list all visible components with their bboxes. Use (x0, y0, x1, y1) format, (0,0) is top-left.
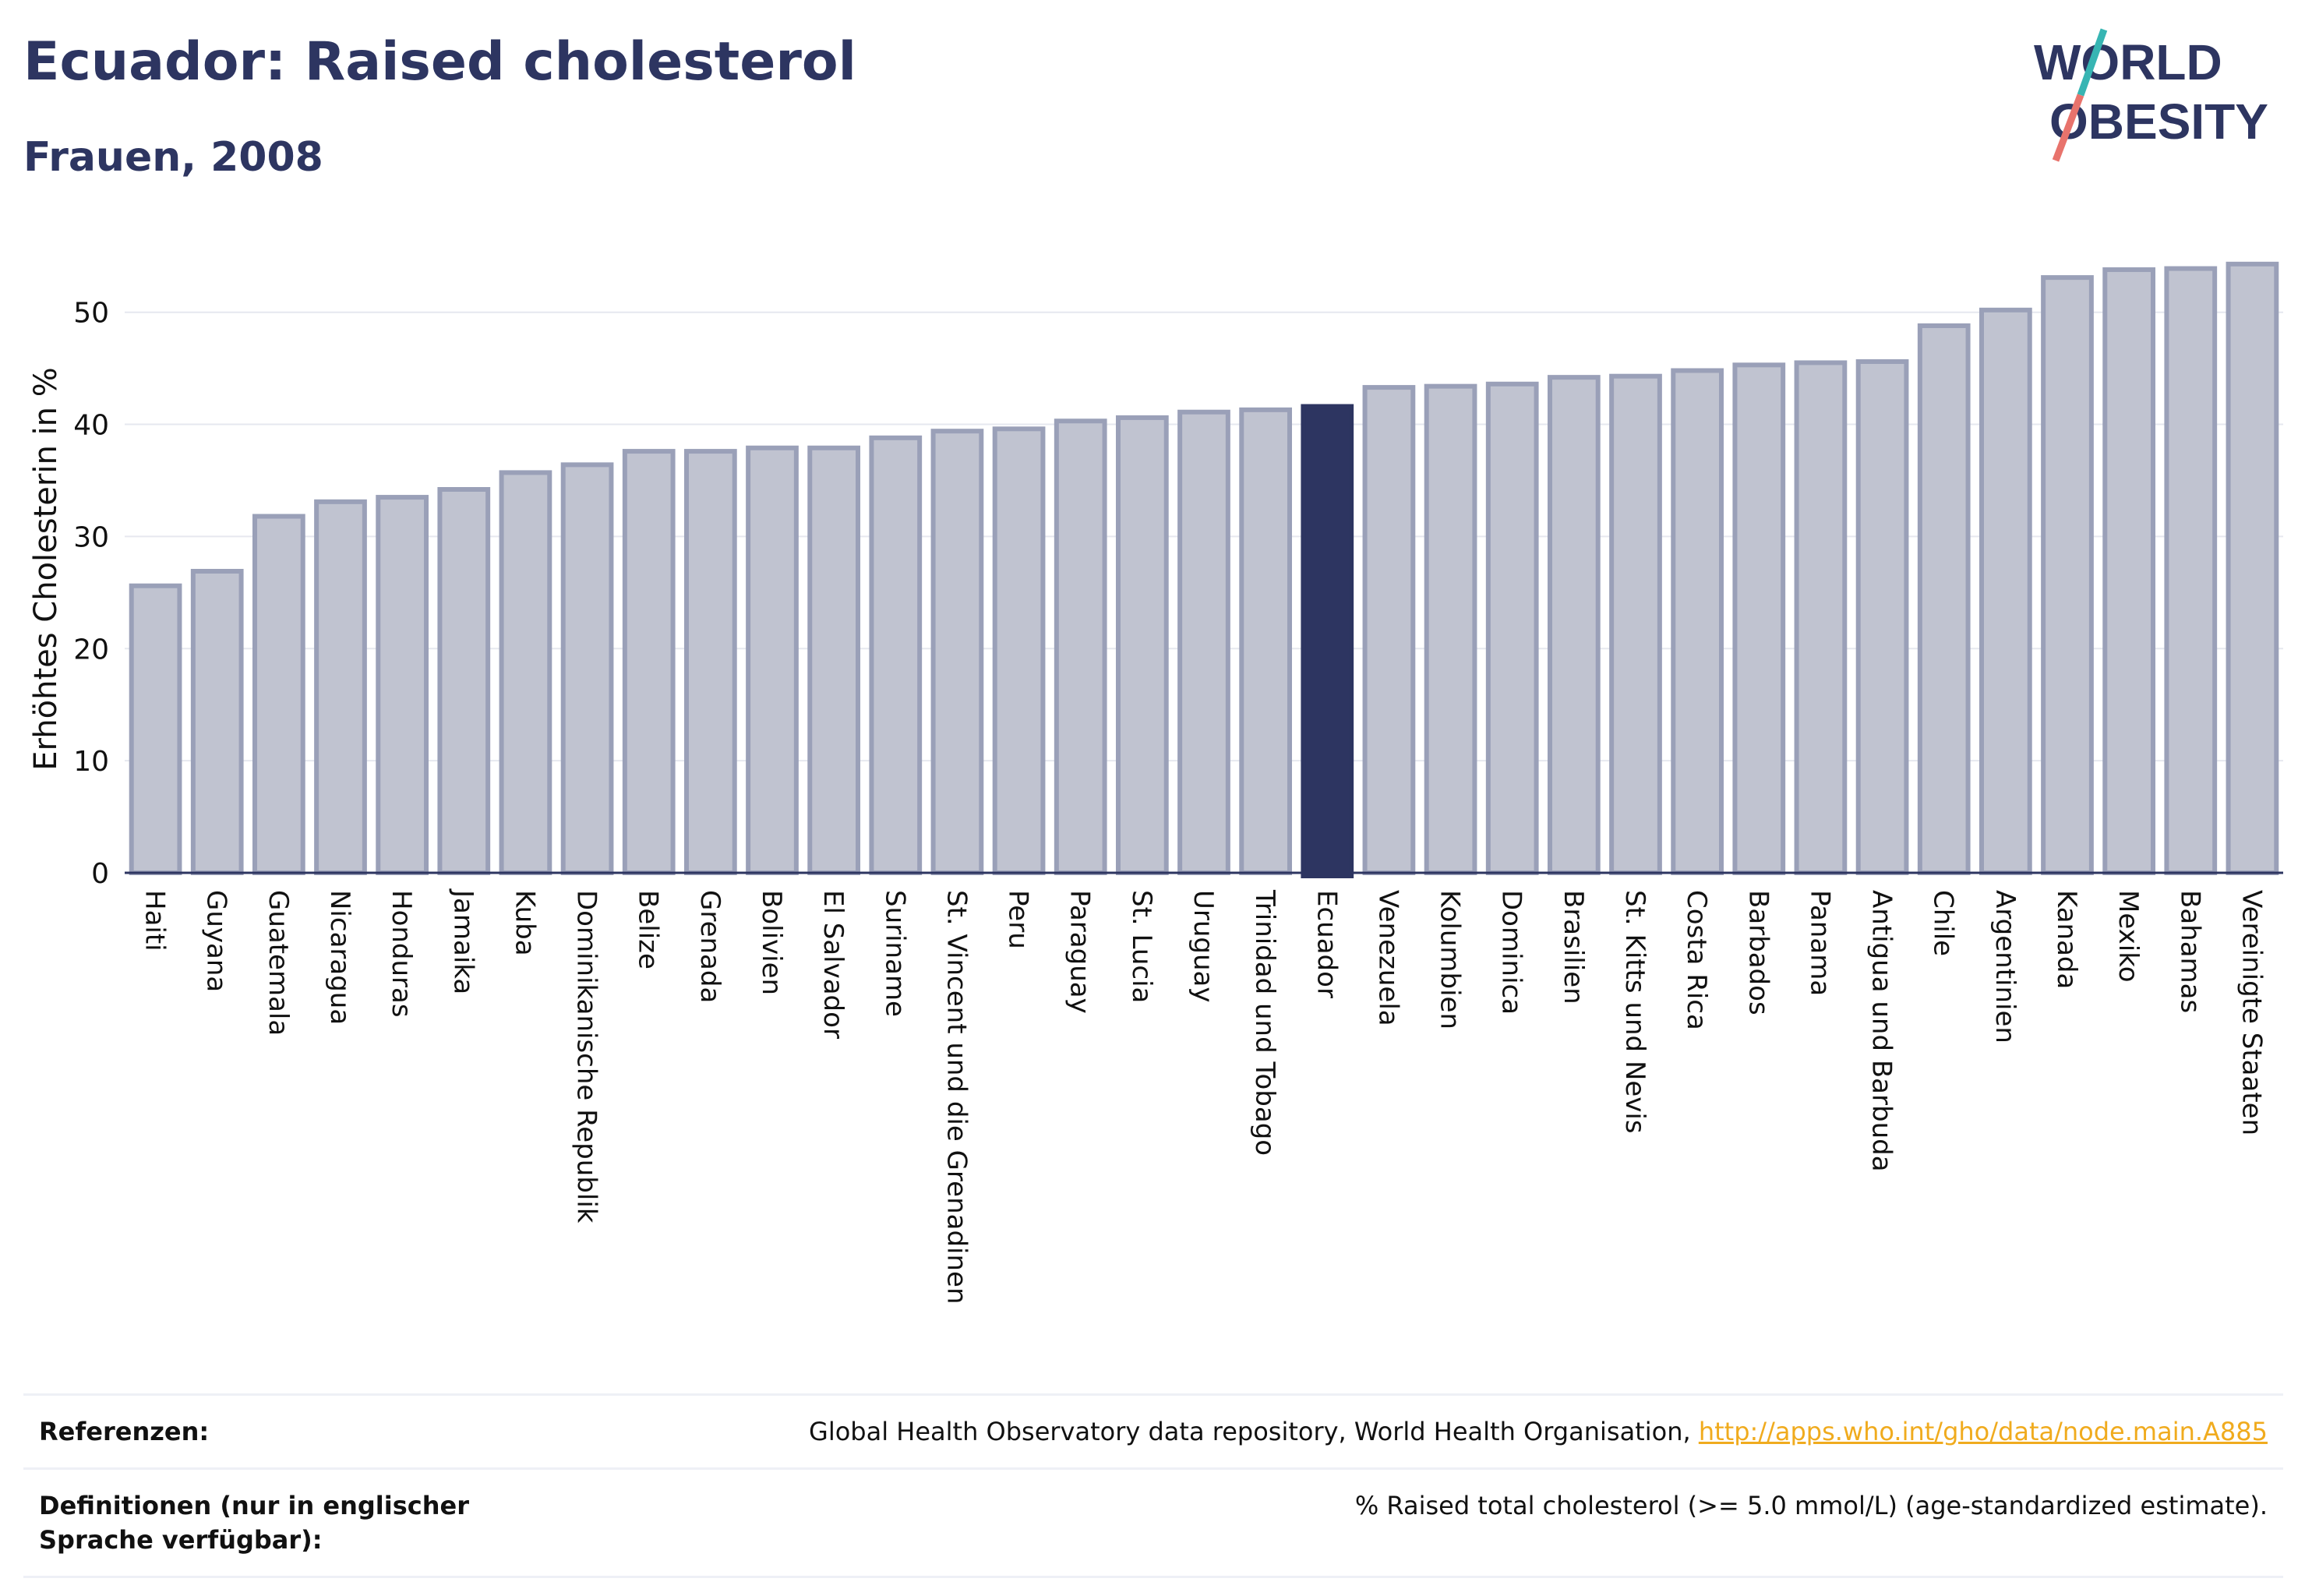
bar-costa-rica[interactable] (1671, 368, 1724, 875)
bar-kolumbien[interactable] (1424, 383, 1477, 875)
x-tick-label: Grenada (694, 890, 725, 1003)
y-tick-label: 0 (91, 858, 109, 890)
x-tick-label: Nicaragua (324, 890, 355, 1025)
bar-jamaika[interactable] (437, 487, 491, 875)
x-tick-label: Vereinigte Staaten (2236, 890, 2267, 1135)
bar-peru[interactable] (992, 426, 1046, 875)
bar-nicaragua[interactable] (314, 499, 367, 876)
y-tick-label: 10 (73, 746, 109, 778)
references-text: Global Health Observatory data repositor… (809, 1417, 1691, 1446)
references-row: Referenzen: Global Health Observatory da… (23, 1393, 2283, 1467)
x-tick-label: Guatemala (263, 890, 294, 1036)
y-tick-label: 20 (73, 634, 109, 666)
x-tick-label: Brasilien (1558, 890, 1589, 1005)
bar-kuba[interactable] (499, 470, 552, 875)
bar-chart: 0 10 20 30 40 50 Haiti Guyana Guatemala Nicaragu… (28, 261, 2283, 1305)
bar-guatemala[interactable] (252, 514, 305, 875)
bar-bolivien[interactable] (746, 445, 799, 875)
definitions-value: % Raised total cholesterol (>= 5.0 mmol/… (1354, 1491, 2268, 1520)
world-obesity-logo: WORLD OBESITY (2034, 28, 2268, 162)
x-tick-label: Paraguay (1064, 890, 1096, 1014)
x-tick-label: Argentinien (1989, 890, 2021, 1043)
bar-st-lucia[interactable] (1115, 415, 1169, 875)
logo-line2: OBESITY (2049, 94, 2268, 150)
logo-line1: WORLD (2034, 34, 2222, 90)
bar-panama[interactable] (1794, 360, 1848, 875)
bar-antigua-und-barbuda[interactable] (1855, 359, 1909, 875)
bar-suriname[interactable] (869, 435, 923, 875)
bar-bahamas[interactable] (2164, 266, 2218, 875)
x-tick-label: Uruguay (1188, 890, 1219, 1003)
x-tick-label: St. Kitts und Nevis (1619, 890, 1650, 1134)
x-tick-label: Dominikanische Republik (571, 890, 602, 1223)
bar-paraguay[interactable] (1054, 418, 1107, 875)
x-tick-label: Bolivien (756, 890, 787, 995)
page-subtitle: Frauen, 2008 (23, 134, 323, 181)
bar-uruguay[interactable] (1177, 409, 1230, 875)
logo-slash-bottom (2052, 94, 2084, 162)
bar-grenada[interactable] (683, 449, 737, 875)
x-tick-label: Ecuador (1311, 890, 1342, 998)
references-value: Global Health Observatory data repositor… (809, 1414, 2268, 1449)
y-axis: 0 10 20 30 40 50 (73, 298, 109, 890)
bar-venezuela[interactable] (1362, 385, 1416, 875)
bar-ecuador[interactable] (1301, 404, 1354, 878)
x-tick-label: Honduras (386, 890, 417, 1018)
x-tick-label: Dominica (1496, 890, 1527, 1015)
x-tick-label: Panama (1804, 890, 1835, 996)
x-tick-label: Suriname (879, 890, 910, 1017)
bar-argentinien[interactable] (1978, 307, 2032, 875)
x-tick-label: St. Vincent und die Grenadinen (941, 890, 972, 1305)
x-tick-label: Antigua und Barbuda (1866, 890, 1897, 1172)
y-axis-title: Erhöhtes Cholesterin in % (28, 367, 64, 770)
x-axis-labels: Haiti Guyana Guatemala Nicaragua Honduras Jam… (139, 888, 2268, 1305)
x-tick-label: Barbados (1742, 890, 1774, 1015)
bar-brasilien[interactable] (1547, 375, 1601, 875)
x-tick-label: Venezuela (1372, 890, 1403, 1026)
logo-slash-top (2077, 28, 2108, 97)
bar-vereinigte-staaten[interactable] (2226, 261, 2279, 875)
page-title: Ecuador: Raised cholesterol (23, 31, 856, 93)
x-tick-label: Kanada (2051, 890, 2082, 989)
bar-mexiko[interactable] (2102, 267, 2156, 875)
bar-dominica[interactable] (1485, 381, 1539, 876)
x-tick-label: Bahamas (2174, 890, 2205, 1013)
x-tick-label: Trinidad und Tobago (1249, 889, 1280, 1156)
bar-dominikanische-republik[interactable] (560, 462, 614, 875)
bars (129, 261, 2279, 878)
bar-el-salvador[interactable] (807, 445, 861, 875)
x-tick-label: Kuba (509, 890, 540, 956)
references-link[interactable]: http://apps.who.int/gho/data/node.main.A… (1698, 1417, 2268, 1446)
x-tick-label: El Salvador (817, 890, 849, 1039)
x-tick-label: Belize (633, 890, 664, 969)
definitions-row: Definitionen (nur in englischer Sprache … (23, 1467, 2283, 1578)
definitions-label: Definitionen (nur in englischer Sprache … (39, 1491, 469, 1555)
bar-st-kitts-und-nevis[interactable] (1609, 373, 1662, 875)
x-tick-label: Costa Rica (1681, 890, 1712, 1030)
x-tick-label: Mexiko (2113, 890, 2144, 983)
bar-kanada[interactable] (2041, 275, 2094, 875)
bar-honduras[interactable] (376, 495, 429, 875)
x-tick-label: Peru (1003, 890, 1034, 949)
bar-trinidad-und-tobago[interactable] (1239, 407, 1293, 875)
x-tick-label: Haiti (139, 890, 171, 952)
x-tick-label: Kolumbien (1435, 890, 1466, 1029)
y-tick-label: 30 (73, 521, 109, 553)
y-tick-label: 50 (73, 298, 109, 330)
bar-belize[interactable] (622, 449, 676, 875)
bar-guyana[interactable] (190, 569, 244, 875)
x-tick-label: St. Lucia (1126, 890, 1157, 1003)
bar-barbados[interactable] (1732, 362, 1786, 875)
references-label: Referenzen: (39, 1417, 210, 1446)
bar-haiti[interactable] (129, 583, 182, 875)
x-tick-label: Jamaika (447, 888, 478, 994)
references-table: Referenzen: Global Health Observatory da… (23, 1393, 2283, 1578)
bar-st-vincent-und-die-grenadinen[interactable] (930, 429, 984, 875)
x-tick-label: Chile (1928, 890, 1959, 956)
x-tick-label: Guyana (201, 890, 232, 992)
y-tick-label: 40 (73, 410, 109, 442)
bar-chile[interactable] (1917, 323, 1971, 875)
